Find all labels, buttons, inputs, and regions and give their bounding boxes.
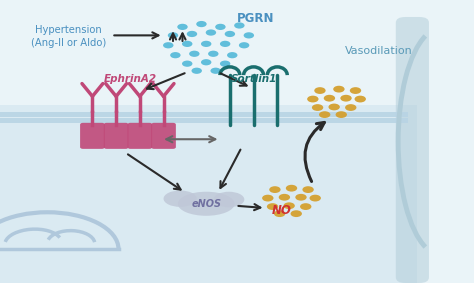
Circle shape — [328, 104, 340, 110]
Circle shape — [279, 194, 290, 201]
Circle shape — [191, 68, 202, 74]
Circle shape — [220, 41, 230, 47]
Circle shape — [300, 203, 311, 210]
Text: NO: NO — [272, 204, 292, 217]
Circle shape — [225, 31, 235, 37]
Circle shape — [234, 22, 245, 29]
FancyArrowPatch shape — [114, 32, 158, 38]
FancyArrowPatch shape — [238, 204, 260, 210]
Circle shape — [295, 194, 307, 201]
Text: Vasodilation: Vasodilation — [346, 46, 413, 56]
Circle shape — [340, 95, 352, 102]
Ellipse shape — [213, 192, 245, 207]
FancyArrowPatch shape — [220, 150, 240, 188]
Circle shape — [291, 210, 302, 217]
Circle shape — [302, 186, 314, 193]
Circle shape — [220, 61, 230, 67]
Circle shape — [189, 51, 200, 57]
FancyArrowPatch shape — [166, 136, 215, 142]
Ellipse shape — [164, 190, 197, 207]
Circle shape — [182, 61, 192, 67]
Circle shape — [310, 195, 321, 201]
Circle shape — [182, 41, 192, 47]
Circle shape — [210, 68, 221, 74]
Circle shape — [262, 195, 273, 201]
Circle shape — [307, 96, 319, 102]
Circle shape — [267, 203, 278, 210]
Circle shape — [196, 21, 207, 27]
FancyBboxPatch shape — [151, 123, 176, 149]
Circle shape — [314, 87, 326, 94]
Bar — [0, 112, 408, 117]
Circle shape — [324, 95, 335, 102]
Text: eNOS: eNOS — [191, 199, 221, 209]
FancyArrowPatch shape — [180, 33, 185, 41]
FancyArrowPatch shape — [170, 33, 176, 41]
Circle shape — [286, 185, 297, 192]
Circle shape — [163, 42, 173, 48]
Circle shape — [355, 96, 366, 102]
Circle shape — [274, 210, 285, 217]
Circle shape — [177, 24, 188, 30]
Bar — [0, 105, 417, 283]
Text: PGRN: PGRN — [237, 12, 274, 25]
FancyArrowPatch shape — [305, 123, 324, 181]
FancyBboxPatch shape — [396, 17, 429, 283]
Circle shape — [269, 186, 281, 193]
FancyArrowPatch shape — [128, 154, 181, 190]
Circle shape — [239, 42, 249, 48]
Circle shape — [283, 202, 295, 209]
Circle shape — [215, 24, 226, 30]
Circle shape — [350, 87, 361, 94]
Ellipse shape — [178, 192, 235, 216]
FancyBboxPatch shape — [104, 123, 128, 149]
FancyBboxPatch shape — [80, 123, 105, 149]
Circle shape — [227, 52, 237, 58]
Circle shape — [345, 104, 356, 111]
Circle shape — [333, 86, 345, 93]
Circle shape — [170, 52, 181, 58]
Circle shape — [319, 111, 330, 118]
Circle shape — [187, 31, 197, 37]
FancyArrowPatch shape — [147, 73, 185, 89]
Text: EphrinA2: EphrinA2 — [104, 74, 157, 84]
Text: Sortlin1: Sortlin1 — [230, 74, 277, 84]
Circle shape — [168, 32, 178, 38]
Circle shape — [336, 111, 347, 118]
Circle shape — [244, 32, 254, 38]
FancyArrowPatch shape — [220, 73, 246, 86]
Text: Hypertension
(Ang-II or Aldo): Hypertension (Ang-II or Aldo) — [31, 25, 106, 48]
Circle shape — [206, 29, 216, 36]
Circle shape — [201, 59, 211, 65]
Circle shape — [201, 41, 211, 47]
Bar — [0, 118, 408, 123]
Circle shape — [208, 51, 219, 57]
Circle shape — [312, 104, 323, 111]
FancyBboxPatch shape — [128, 123, 152, 149]
